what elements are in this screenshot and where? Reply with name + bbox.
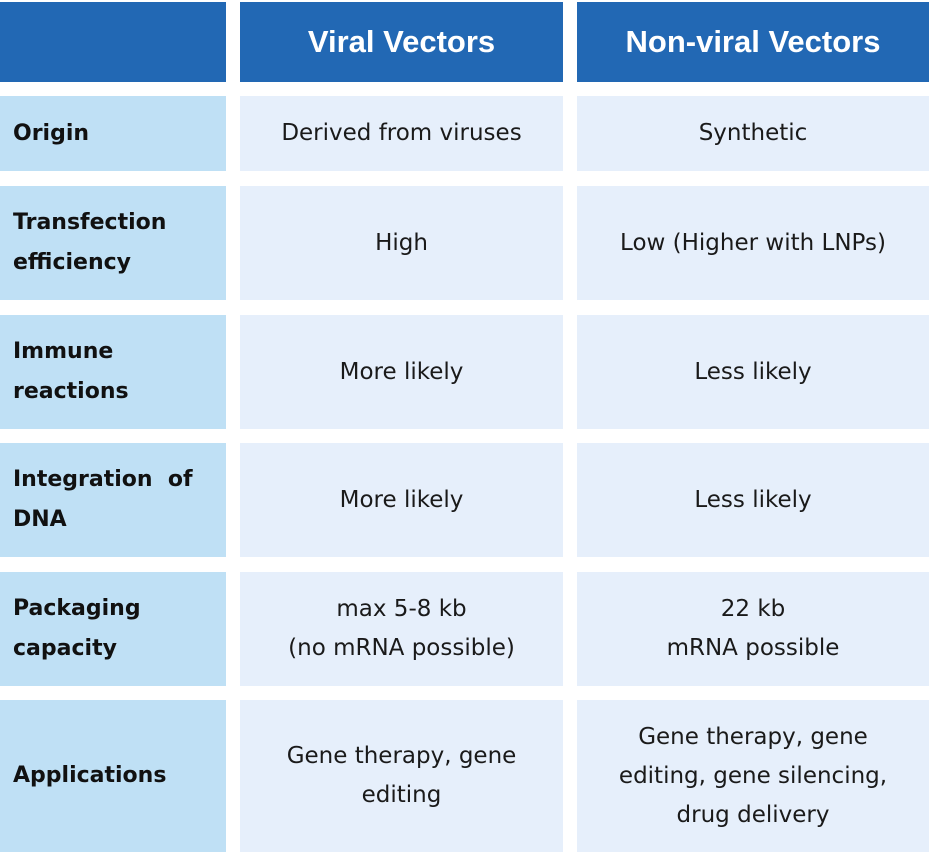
- cell-viral-applications: Gene therapy, gene editing: [240, 700, 563, 852]
- header-blank-cell: [0, 2, 226, 82]
- row-label-applications: Applications: [0, 700, 226, 852]
- cell-viral-origin: Derived from viruses: [240, 96, 563, 171]
- cell-nonviral-immune: Less likely: [577, 315, 929, 429]
- cell-viral-immune: More likely: [240, 315, 563, 429]
- row-label-transfection-efficiency: Transfection efficiency: [0, 186, 226, 300]
- header-non-viral-vectors: Non-viral Vectors: [577, 2, 929, 82]
- cell-viral-integration: More likely: [240, 443, 563, 557]
- cell-nonviral-integration: Less likely: [577, 443, 929, 557]
- header-viral-vectors: Viral Vectors: [240, 2, 563, 82]
- cell-nonviral-applications: Gene therapy, gene editing, gene silenci…: [577, 700, 929, 852]
- row-label-origin: Origin: [0, 96, 226, 171]
- cell-nonviral-origin: Synthetic: [577, 96, 929, 171]
- cell-viral-transfection: High: [240, 186, 563, 300]
- cell-viral-packaging: max 5-8 kb (no mRNA possible): [240, 572, 563, 686]
- row-label-integration-of-dna: Integration of DNA: [0, 443, 226, 557]
- cell-nonviral-transfection: Low (Higher with LNPs): [577, 186, 929, 300]
- cell-nonviral-packaging: 22 kb mRNA possible: [577, 572, 929, 686]
- row-label-packaging-capacity: Packaging capacity: [0, 572, 226, 686]
- row-label-immune-reactions: Immune reactions: [0, 315, 226, 429]
